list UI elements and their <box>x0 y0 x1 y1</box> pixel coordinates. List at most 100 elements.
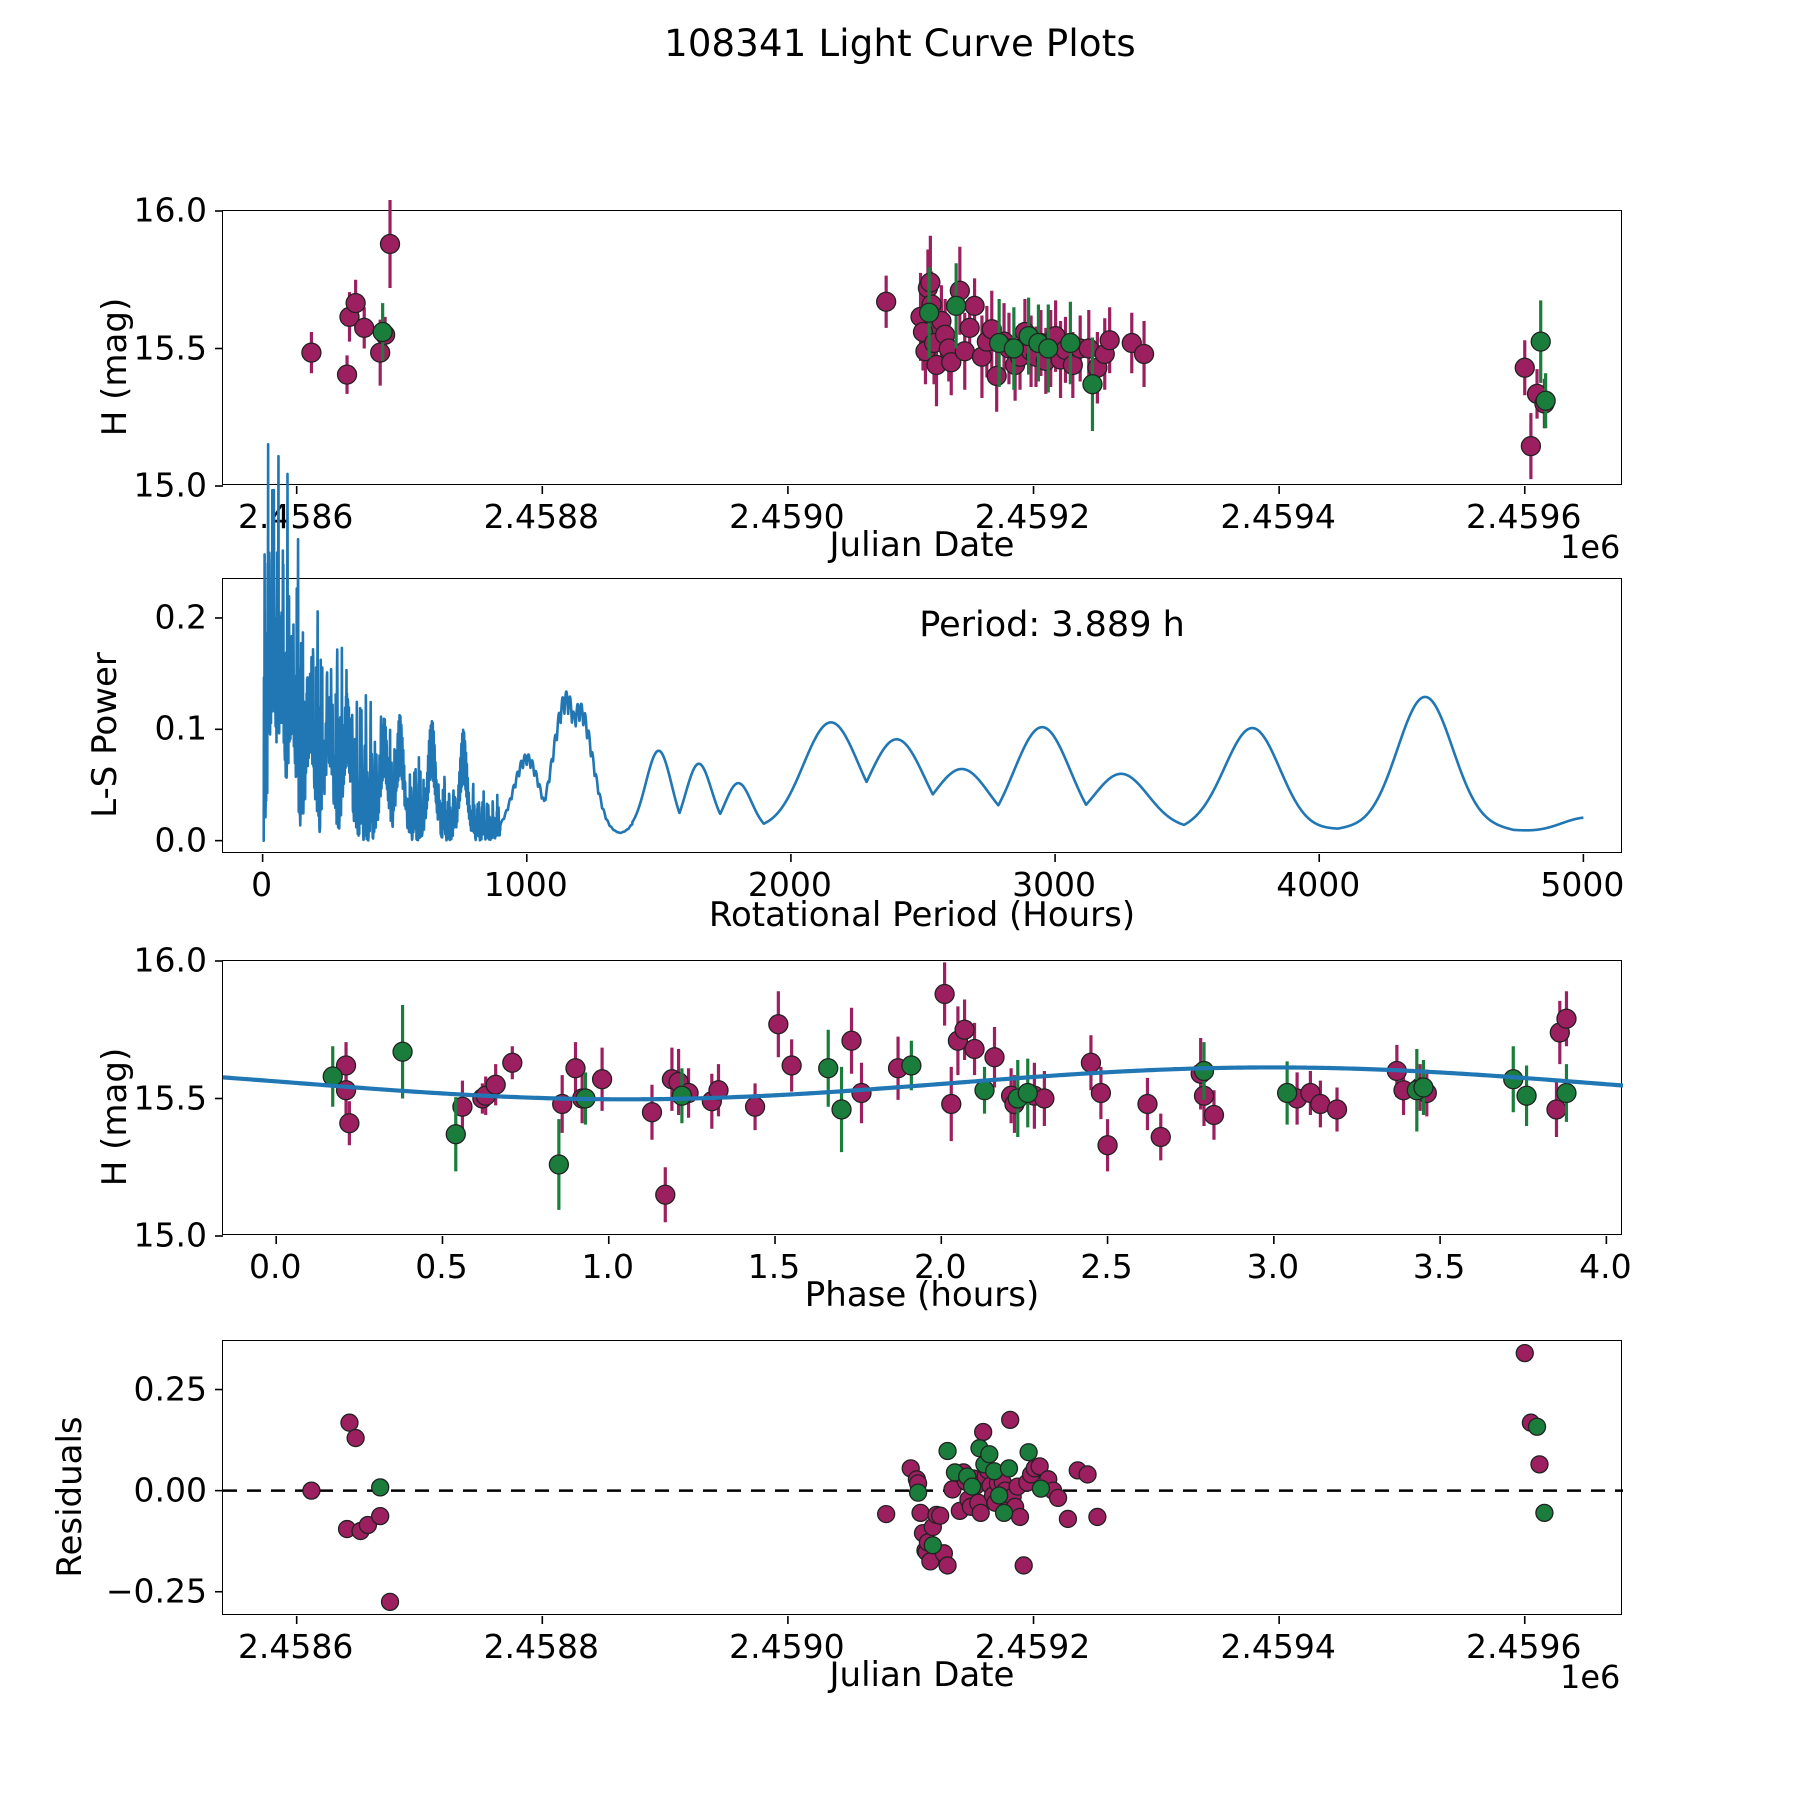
periodogram-axes <box>215 442 1622 862</box>
data-point <box>1515 1343 1534 1363</box>
data-point <box>911 1503 930 1523</box>
data-point <box>1060 332 1081 354</box>
data-point <box>1556 1008 1577 1029</box>
ax4-xticks-4: 2.4594 <box>1220 1627 1336 1666</box>
data-point <box>445 1124 466 1145</box>
data-point <box>339 1113 360 1134</box>
data-point <box>974 1080 995 1101</box>
data-point <box>964 1038 985 1060</box>
residuals-plot-area <box>215 1343 1623 1624</box>
data-point <box>962 1477 982 1496</box>
data-point <box>901 1055 922 1076</box>
series-magenta-band <box>302 1343 1549 1611</box>
ax3-xticks-0: 0.0 <box>248 1247 302 1286</box>
data-point <box>851 1082 872 1104</box>
residuals-axes <box>215 1340 1623 1624</box>
data-point <box>301 342 322 363</box>
ax3-yticks-1: 15.5 <box>133 1078 207 1117</box>
data-point <box>452 1096 473 1117</box>
data-point <box>671 1085 693 1106</box>
periodogram-x-axis-label: Rotational Period (Hours) <box>708 895 1136 935</box>
data-point <box>371 1506 390 1526</box>
ax1-xticks-5: 2.4596 <box>1466 497 1582 536</box>
ax4-yticks-0: −0.25 <box>105 1571 207 1611</box>
lightcurve-x-axis-label: Julian Date <box>829 525 1015 565</box>
data-point <box>641 1102 663 1123</box>
lightcurve-axes <box>215 200 1622 494</box>
data-point <box>1090 1082 1112 1104</box>
residuals-x-axis-label: Julian Date <box>829 1655 1015 1695</box>
ax1-xticks-1: 2.4588 <box>483 497 600 536</box>
data-point <box>1058 1509 1078 1529</box>
data-point <box>989 1486 1009 1505</box>
data-point <box>1038 338 1059 359</box>
data-point <box>877 1504 896 1524</box>
data-point <box>548 1154 570 1175</box>
data-point <box>1530 331 1551 352</box>
ax1-yticks-1: 15.5 <box>133 328 207 367</box>
data-point <box>1413 1077 1434 1098</box>
phase-y-axis-label: H (mag) <box>95 1047 135 1187</box>
periodogram-line <box>261 442 1585 842</box>
ax4-yticks-2: 0.25 <box>133 1369 207 1409</box>
data-point <box>1082 374 1103 395</box>
ax3-xticks-7: 3.5 <box>1412 1247 1466 1286</box>
data-point <box>1048 1488 1068 1508</box>
data-point <box>1530 1455 1549 1474</box>
residuals-y-axis-label: Residuals <box>50 1416 90 1578</box>
ax2-xticks-0: 0 <box>251 865 273 904</box>
data-point <box>1520 435 1542 457</box>
data-point <box>1535 390 1556 411</box>
data-point <box>908 1483 928 1502</box>
ax2-yticks-0: 0.0 <box>154 820 207 860</box>
ax3-yticks-2: 16.0 <box>133 940 207 980</box>
data-point <box>1097 1135 1118 1156</box>
residuals-x-offset-label: 1e6 <box>1560 1658 1621 1696</box>
data-point <box>345 292 366 314</box>
ax1-xticks-4: 2.4594 <box>1220 497 1336 536</box>
data-point <box>994 1503 1014 1523</box>
data-point <box>1003 338 1025 359</box>
data-point <box>565 1058 586 1079</box>
phase-axes <box>215 960 1624 1244</box>
data-point <box>370 342 391 363</box>
ax2-yticks-1: 0.1 <box>154 708 207 748</box>
data-point <box>1030 1457 1049 1476</box>
period-annotation: Period: 3.889 h <box>919 605 1185 645</box>
ax1-yticks-2: 16.0 <box>133 190 207 230</box>
data-point <box>876 291 897 312</box>
data-point <box>941 352 962 373</box>
data-point <box>980 1445 999 1464</box>
lightcurve-plot-area <box>215 200 1556 494</box>
phase-fit-curve <box>222 1065 1624 1102</box>
data-point <box>941 1093 962 1115</box>
ax2-xticks-4: 4000 <box>1276 865 1361 904</box>
data-point <box>964 295 985 317</box>
data-point <box>1203 1104 1225 1126</box>
data-point <box>371 1478 390 1497</box>
data-point <box>1080 1052 1102 1073</box>
data-point <box>1276 1082 1298 1104</box>
series-green-band <box>371 1417 1554 1555</box>
data-point <box>485 1074 506 1095</box>
data-point <box>302 1481 321 1500</box>
data-point <box>655 1184 676 1205</box>
ax4-yticks-1: 0.00 <box>133 1470 207 1510</box>
ax4-xticks-0: 2.4586 <box>237 1627 354 1666</box>
lightcurve-x-offset-label: 1e6 <box>1560 528 1621 566</box>
data-point <box>1514 357 1535 378</box>
data-point <box>1556 1082 1577 1104</box>
ax4-xticks-3: 2.4592 <box>974 1627 1091 1666</box>
data-point <box>831 1099 852 1120</box>
ax2-xticks-3: 3000 <box>1012 865 1097 904</box>
data-point <box>1527 1417 1547 1436</box>
data-point <box>999 1459 1019 1478</box>
data-point <box>744 1096 766 1117</box>
phase-x-axis-label: Phase (hours) <box>804 1275 1040 1315</box>
data-point <box>335 1055 357 1076</box>
series-magenta-band <box>335 962 1577 1223</box>
data-point <box>502 1052 523 1073</box>
ax3-xticks-1: 0.5 <box>415 1247 468 1286</box>
data-point <box>358 1515 378 1535</box>
